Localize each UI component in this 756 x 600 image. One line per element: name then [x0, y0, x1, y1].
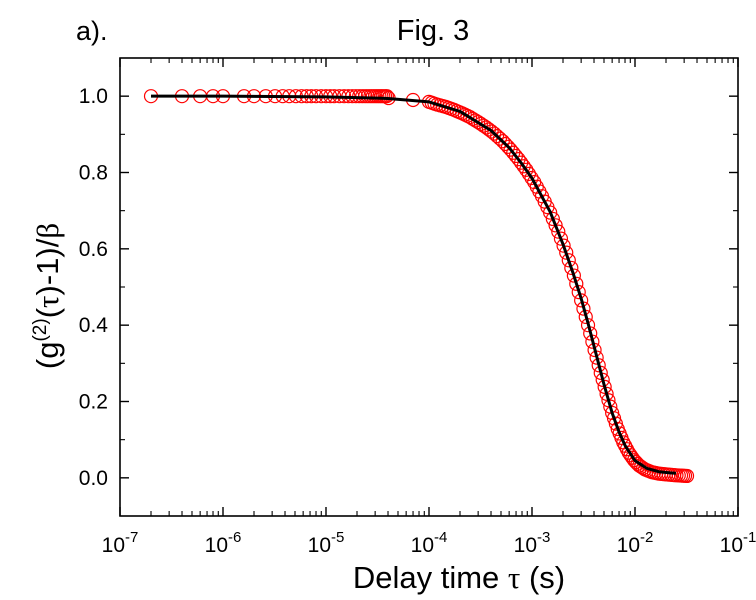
- plot-frame: [119, 57, 739, 517]
- y-tick-label: 0.4: [79, 314, 109, 337]
- y-tick-label: 0.6: [79, 238, 108, 261]
- fit-line-series: [151, 94, 677, 475]
- data-point: [545, 211, 560, 227]
- y-tick-label: 0.0: [79, 467, 108, 490]
- data-point: [379, 89, 394, 104]
- data-point: [498, 136, 513, 152]
- data-point: [487, 126, 502, 141]
- data-point: [492, 131, 508, 146]
- data-point: [524, 170, 539, 186]
- data-point: [521, 166, 537, 181]
- x-axis-title: Delay time τ (s): [353, 560, 565, 595]
- y-tick-label: 0.2: [79, 391, 108, 414]
- y-tick-label: 1.0: [79, 85, 108, 108]
- axis-ticks: [119, 58, 739, 516]
- data-point: [599, 386, 614, 401]
- x-tick-label: 10-2: [617, 529, 654, 557]
- data-point: [556, 238, 571, 253]
- data-point: [516, 159, 531, 174]
- data-point: [548, 218, 563, 233]
- fit-line: [151, 94, 677, 475]
- data-point: [484, 124, 499, 139]
- data-point: [561, 253, 576, 268]
- data-point: [559, 245, 574, 260]
- data-point: [597, 379, 612, 394]
- chart-title: Fig. 3: [397, 15, 470, 47]
- x-tick-label: 10-6: [205, 529, 242, 557]
- data-point: [514, 155, 529, 170]
- data-point: [551, 224, 566, 239]
- data-point: [621, 445, 636, 460]
- data-point: [564, 260, 579, 276]
- data-point: [569, 276, 584, 291]
- marker-series: [143, 89, 695, 484]
- data-point: [571, 284, 586, 300]
- x-tick-label: 10-4: [411, 529, 448, 557]
- x-tick-label: 10-1: [720, 529, 756, 557]
- y-axis-title: (g(2)(τ)-1)/β: [30, 223, 65, 369]
- data-point: [495, 134, 510, 149]
- panel-label: a).: [76, 16, 108, 46]
- data-point: [543, 205, 558, 220]
- data-point: [511, 152, 526, 167]
- data-point: [595, 372, 610, 387]
- data-point: [679, 468, 695, 484]
- data-point: [601, 393, 616, 408]
- y-tick-label: 0.8: [79, 162, 108, 185]
- x-tick-label: 10-7: [102, 529, 139, 557]
- data-point: [566, 268, 581, 283]
- x-tick-labels: 10-7 10-6 10-5 10-4 10-3 10-2 10-1: [102, 529, 756, 557]
- data-point: [553, 231, 569, 246]
- data-point: [519, 162, 534, 177]
- data-point: [489, 129, 505, 144]
- x-tick-label: 10-3: [514, 529, 551, 557]
- y-tick-labels: 0.0 0.2 0.4 0.6 0.8 1.0: [79, 85, 109, 490]
- x-tick-label: 10-5: [308, 529, 345, 557]
